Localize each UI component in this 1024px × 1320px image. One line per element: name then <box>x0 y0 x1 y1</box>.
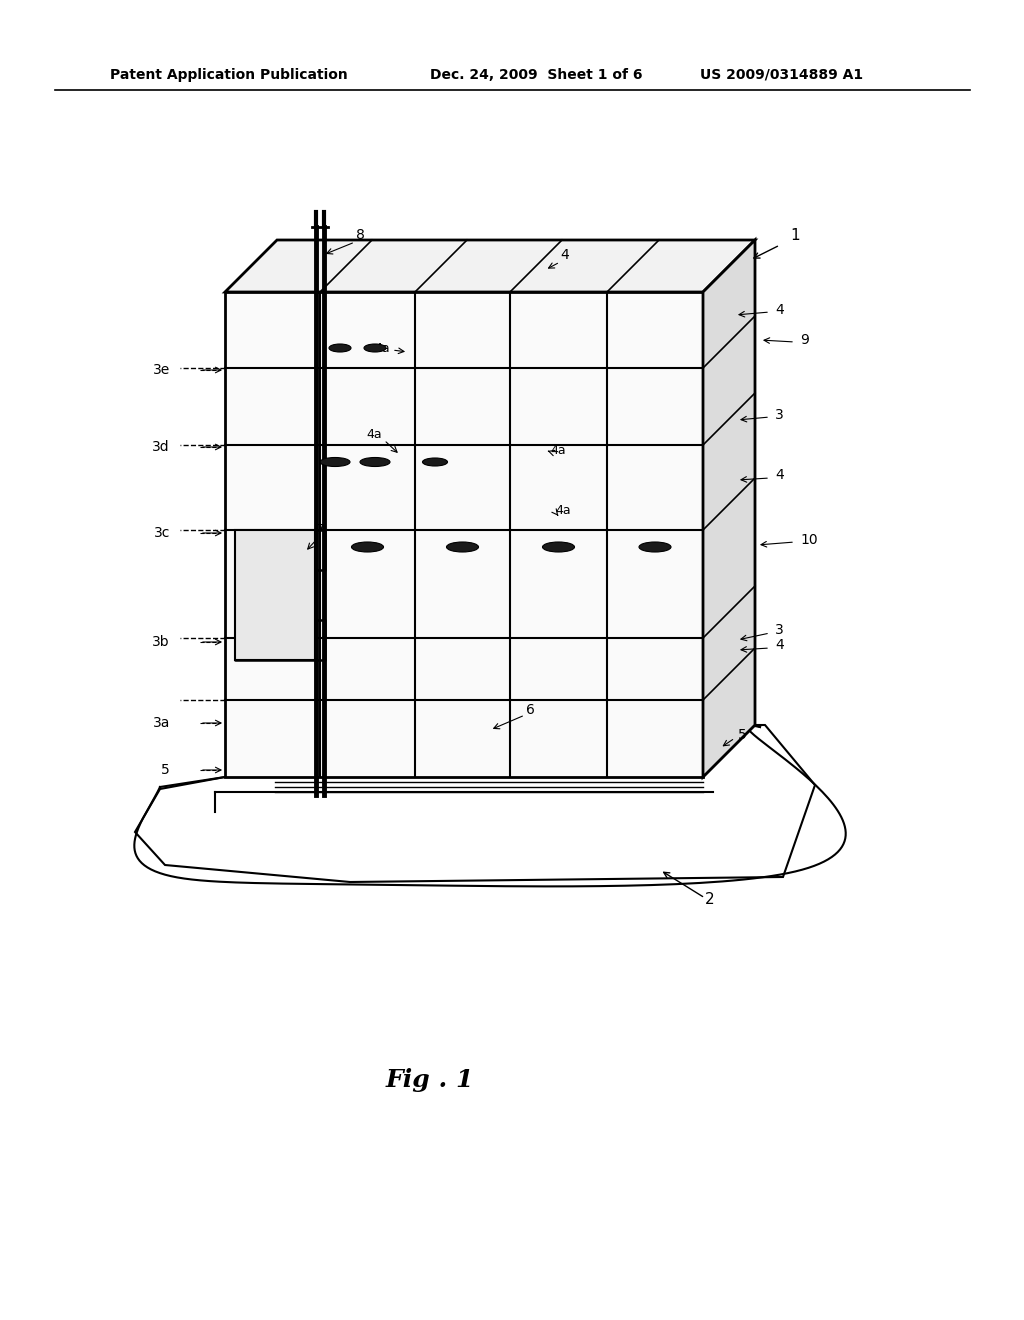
Polygon shape <box>225 292 703 777</box>
Text: 2: 2 <box>706 892 715 908</box>
Text: 7: 7 <box>315 523 325 537</box>
Text: 4a: 4a <box>555 503 570 516</box>
Text: 4: 4 <box>775 304 783 317</box>
Text: 8: 8 <box>355 228 365 242</box>
Text: 1: 1 <box>791 227 800 243</box>
Ellipse shape <box>364 345 386 352</box>
Text: 3d: 3d <box>153 440 170 454</box>
Ellipse shape <box>423 458 447 466</box>
Text: 3b: 3b <box>153 635 170 649</box>
Ellipse shape <box>329 345 351 352</box>
Text: 4a: 4a <box>375 342 390 355</box>
Text: 4a: 4a <box>550 444 565 457</box>
Text: 9: 9 <box>800 333 809 347</box>
Ellipse shape <box>360 458 390 466</box>
Ellipse shape <box>351 543 384 552</box>
Ellipse shape <box>639 543 671 552</box>
Ellipse shape <box>446 543 478 552</box>
Text: 4a: 4a <box>367 429 382 441</box>
Text: 6: 6 <box>525 704 535 717</box>
Polygon shape <box>703 240 755 777</box>
Text: 4: 4 <box>560 248 569 261</box>
Text: Patent Application Publication: Patent Application Publication <box>110 69 348 82</box>
Text: 10: 10 <box>800 533 817 546</box>
Text: 3e: 3e <box>153 363 170 378</box>
Ellipse shape <box>543 543 574 552</box>
Text: 5: 5 <box>161 763 170 777</box>
Text: 5: 5 <box>738 729 746 742</box>
Text: 3: 3 <box>775 408 783 422</box>
Text: 4: 4 <box>775 638 783 652</box>
PathPatch shape <box>135 725 815 882</box>
Text: 3a: 3a <box>153 715 170 730</box>
Text: 3c: 3c <box>154 525 170 540</box>
Text: 3: 3 <box>775 623 783 638</box>
Polygon shape <box>234 531 315 660</box>
Ellipse shape <box>319 458 350 466</box>
Text: US 2009/0314889 A1: US 2009/0314889 A1 <box>700 69 863 82</box>
Polygon shape <box>225 240 755 292</box>
Text: Dec. 24, 2009  Sheet 1 of 6: Dec. 24, 2009 Sheet 1 of 6 <box>430 69 642 82</box>
Text: Fig . 1: Fig . 1 <box>386 1068 474 1092</box>
Text: 4: 4 <box>775 469 783 482</box>
